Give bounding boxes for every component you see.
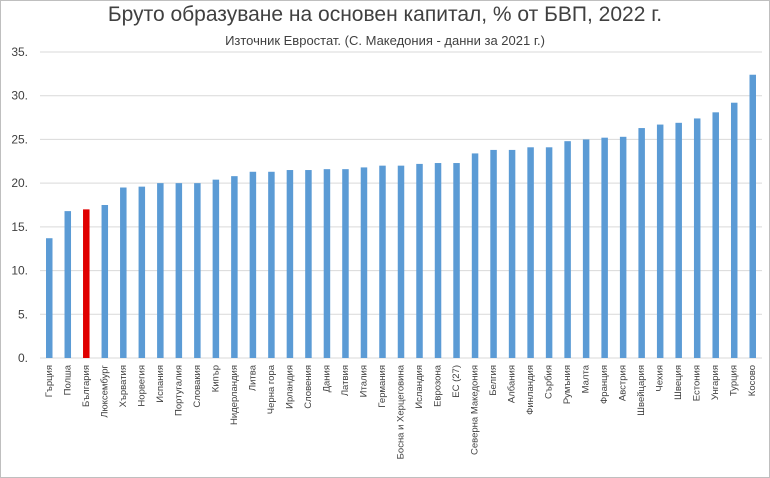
x-tick-label: Кипър: [210, 365, 221, 392]
y-tick-label: 5.: [18, 307, 28, 321]
x-tick-label: Италия: [358, 365, 369, 397]
bar-36: [693, 118, 701, 359]
bar-17: [342, 169, 349, 358]
chart-title: Бруто образуване на основен капитал, % о…: [107, 3, 663, 26]
bar-16: [323, 169, 331, 358]
bar-31: [601, 137, 608, 358]
bar-24: [471, 153, 479, 358]
x-tick-label: Малта: [581, 364, 592, 393]
y-tick-label: 35.: [11, 45, 28, 59]
x-tick-label: Сърбия: [544, 365, 555, 399]
bar-39: [749, 74, 756, 358]
y-tick-label: 20.: [11, 176, 28, 190]
x-tick-label: Швейцария: [636, 365, 647, 416]
bar-10: [212, 179, 220, 358]
bar-9: [194, 183, 201, 358]
bar-28: [545, 147, 553, 358]
bar-7: [157, 183, 164, 358]
x-tick-label: Литва: [247, 364, 258, 391]
bar-29: [564, 141, 571, 358]
bar-14: [286, 170, 294, 358]
x-tick-label: Босна и Херцеговина: [396, 364, 407, 459]
bar-21: [416, 163, 423, 358]
x-tick-label: Еврозона: [433, 364, 444, 407]
bar-8: [175, 183, 183, 358]
x-tick-label: Унгария: [710, 365, 721, 400]
y-tick-label: 10.: [11, 264, 28, 278]
bars: [46, 74, 756, 359]
y-tick-label: 0.: [18, 351, 28, 365]
x-tick-label: Австрия: [618, 365, 629, 401]
bar-19: [379, 165, 386, 358]
x-tick-label: Румъния: [562, 365, 573, 404]
bar-34: [656, 124, 664, 359]
bar-23: [453, 163, 460, 358]
bar-26: [508, 149, 516, 358]
x-axis-ticks: Гърция Полша България Люксембург Хърватия Нор…: [44, 364, 758, 459]
x-tick-label: Словения: [303, 365, 314, 409]
x-tick-label: Дания: [321, 365, 332, 392]
x-tick-label: Словакия: [192, 365, 203, 408]
x-tick-label: Чехия: [655, 365, 666, 392]
bar-30: [582, 139, 590, 358]
x-tick-label: Косово: [747, 365, 758, 396]
bar-38: [730, 102, 738, 358]
bar-27: [527, 147, 534, 358]
bar-20: [397, 165, 405, 358]
x-tick-label: Северна Македония: [470, 365, 481, 455]
bar-32: [619, 136, 627, 358]
x-tick-label: България: [81, 365, 92, 407]
bar-15: [305, 170, 312, 358]
x-tick-label: Франция: [599, 365, 610, 404]
x-tick-label: Швеция: [673, 365, 684, 400]
x-tick-label: Латвия: [340, 365, 351, 396]
x-tick-label: Белгия: [488, 365, 499, 396]
bar-5: [120, 187, 127, 358]
x-tick-label: Люксембург: [99, 364, 110, 417]
bar-18: [360, 167, 368, 358]
bar-37: [712, 112, 719, 358]
x-tick-label: Исландия: [414, 365, 425, 409]
x-tick-label: Норвегия: [136, 365, 147, 407]
y-tick-label: 15.: [11, 220, 28, 234]
bar-6: [138, 186, 146, 358]
bar-2: [64, 211, 72, 358]
bar-13: [268, 171, 275, 358]
x-tick-label: ЕС (27): [451, 365, 462, 398]
chart-subtitle: Източник Евростат. (С. Македония - данни…: [225, 33, 545, 48]
x-tick-label: Албания: [507, 365, 518, 403]
x-tick-label: Финландия: [525, 365, 536, 415]
bar-1: [46, 238, 53, 358]
x-tick-label: Турция: [729, 365, 740, 396]
x-tick-label: Гърция: [44, 365, 55, 397]
x-tick-label: Хърватия: [118, 365, 129, 407]
x-tick-label: Полша: [62, 364, 73, 395]
x-tick-label: Португалия: [173, 365, 184, 416]
x-tick-label: Естония: [692, 365, 703, 401]
bar-12: [249, 171, 257, 358]
x-tick-label: Черна гора: [266, 364, 277, 414]
x-tick-label: Нидерландия: [229, 365, 240, 425]
bar-33: [638, 128, 645, 358]
y-axis-ticks: 0. 5. 10. 15. 20. 25. 30. 35.: [11, 45, 28, 365]
bar-4: [101, 205, 109, 358]
bar-3: [83, 209, 90, 358]
bar-25: [490, 149, 497, 358]
x-tick-label: Германия: [377, 365, 388, 408]
y-tick-label: 30.: [11, 89, 28, 103]
y-tick-label: 25.: [11, 132, 28, 146]
x-tick-label: Испания: [155, 365, 166, 403]
x-tick-label: Ирландия: [284, 365, 295, 409]
bar-22: [434, 163, 442, 358]
bar-35: [675, 122, 682, 359]
bar-11: [231, 176, 238, 358]
